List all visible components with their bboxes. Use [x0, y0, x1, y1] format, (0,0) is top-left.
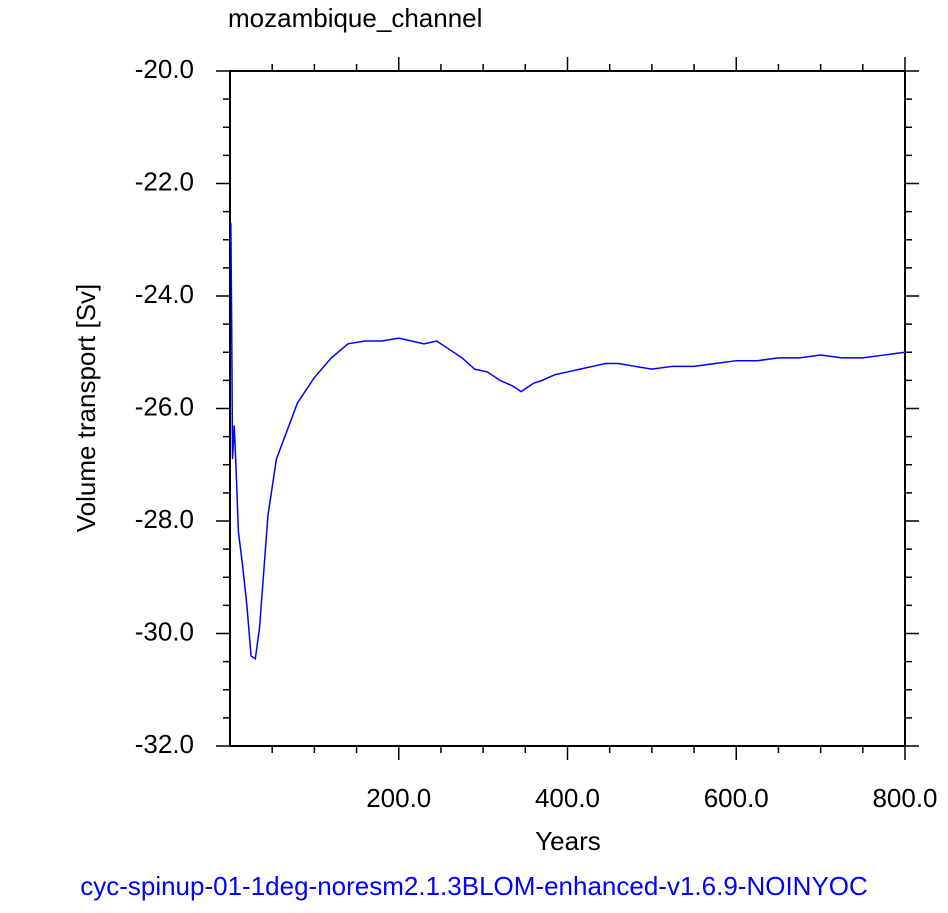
- x-axis-label: Years: [535, 826, 601, 856]
- y-tick-label: -32.0: [135, 729, 194, 759]
- x-tick-label: 600.0: [704, 783, 769, 813]
- x-tick-label: 200.0: [366, 783, 431, 813]
- x-tick-label: 800.0: [872, 783, 937, 813]
- y-tick-label: -28.0: [135, 504, 194, 534]
- y-axis-label: Volume transport [Sv]: [71, 284, 101, 533]
- line-series: [230, 222, 906, 661]
- caption: cyc-spinup-01-1deg-noresm2.1.3BLOM-enhan…: [80, 871, 868, 901]
- x-tick-label: 400.0: [535, 783, 600, 813]
- chart-title: mozambique_channel: [228, 3, 482, 33]
- y-tick-label: -26.0: [135, 391, 194, 421]
- plot-frame: [229, 70, 906, 747]
- y-tick-label: -24.0: [135, 279, 194, 309]
- y-tick-label: -20.0: [135, 54, 194, 84]
- y-tick-label: -22.0: [135, 166, 194, 196]
- y-tick-label: -30.0: [135, 616, 194, 646]
